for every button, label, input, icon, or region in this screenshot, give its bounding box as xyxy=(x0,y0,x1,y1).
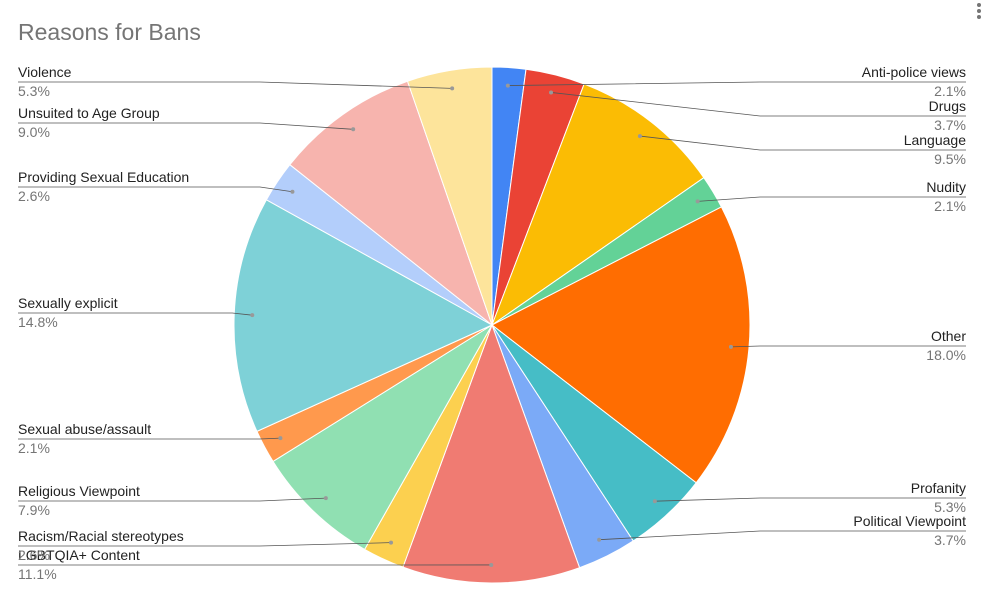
leader-line xyxy=(18,312,253,316)
data-label: 3.7% xyxy=(934,117,966,133)
leader-dot xyxy=(652,499,657,504)
pie-slice xyxy=(406,66,493,326)
legend-label: Profanity xyxy=(911,480,966,496)
legend-label: Drugs xyxy=(929,98,966,114)
leader-dot xyxy=(250,313,255,318)
legend-label: Political Viewpoint xyxy=(853,513,966,529)
data-label: 5.3% xyxy=(934,499,966,515)
leader-line xyxy=(551,92,966,117)
leader-dot xyxy=(351,127,356,132)
legend-label: Religious Viewpoint xyxy=(18,483,140,499)
data-label: 14.8% xyxy=(18,314,58,330)
pie-slice xyxy=(491,206,751,484)
pie-slice xyxy=(402,323,581,584)
leader-dot xyxy=(597,537,602,542)
leader-dot xyxy=(389,540,394,545)
menu-icon[interactable] xyxy=(977,3,981,19)
leader-line xyxy=(654,497,966,502)
data-label: 5.3% xyxy=(18,83,50,99)
leader-line xyxy=(18,122,354,130)
leader-line xyxy=(18,437,281,440)
leader-line xyxy=(639,135,966,151)
leader-dot xyxy=(290,189,295,194)
legend-label: Unsuited to Age Group xyxy=(18,105,160,121)
leader-dot xyxy=(549,90,554,95)
legend-label: Other xyxy=(931,328,966,344)
data-label: 2.1% xyxy=(934,198,966,214)
data-label: 18.0% xyxy=(926,347,966,363)
data-label: 2.6% xyxy=(18,188,50,204)
pie-slice xyxy=(272,324,493,551)
leader-line xyxy=(599,530,966,541)
legend-label: LGBTQIA+ Content xyxy=(18,547,140,563)
leader-dot xyxy=(489,562,494,567)
leader-dot xyxy=(505,83,510,88)
legend-label: Sexually explicit xyxy=(18,295,118,311)
data-label: 2.1% xyxy=(934,83,966,99)
leader-dot xyxy=(728,344,733,349)
legend-label: Nudity xyxy=(926,179,966,195)
data-label: 2.6% xyxy=(18,547,50,563)
data-label: 2.1% xyxy=(18,440,50,456)
leader-line xyxy=(18,81,453,89)
legend-label: Sexual abuse/assault xyxy=(18,421,151,437)
leader-dot xyxy=(278,436,283,441)
data-label: 9.5% xyxy=(934,151,966,167)
chart-title: Reasons for Bans xyxy=(18,19,201,45)
leader-line xyxy=(697,196,966,202)
data-label: 9.0% xyxy=(18,124,50,140)
leader-line xyxy=(507,81,966,86)
legend-label: Racism/Racial stereotypes xyxy=(18,528,184,544)
leader-line xyxy=(18,497,326,502)
leader-line xyxy=(18,542,392,547)
pie-slice xyxy=(233,199,494,433)
legend-label: Language xyxy=(904,132,967,148)
legend-label: Anti-police views xyxy=(862,64,966,80)
data-label: 11.1% xyxy=(18,566,57,582)
legend-label: Providing Sexual Education xyxy=(18,169,189,185)
leader-dot xyxy=(637,134,642,139)
leader-line xyxy=(730,345,966,348)
pie-slice xyxy=(490,83,705,327)
data-label: 7.9% xyxy=(18,502,50,518)
leader-line xyxy=(18,186,293,193)
leader-dot xyxy=(450,86,455,91)
leader-dot xyxy=(695,199,700,204)
pie-slice xyxy=(289,80,494,327)
legend-label: Violence xyxy=(18,64,72,80)
leader-dot xyxy=(323,496,328,501)
data-label: 3.7% xyxy=(934,532,966,548)
